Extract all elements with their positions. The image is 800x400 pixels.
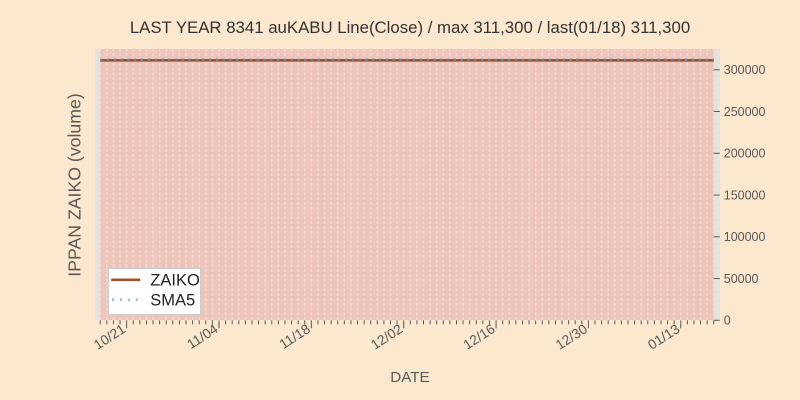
svg-text:SMA5: SMA5 bbox=[150, 291, 195, 309]
svg-text:ZAIKO: ZAIKO bbox=[150, 271, 200, 289]
